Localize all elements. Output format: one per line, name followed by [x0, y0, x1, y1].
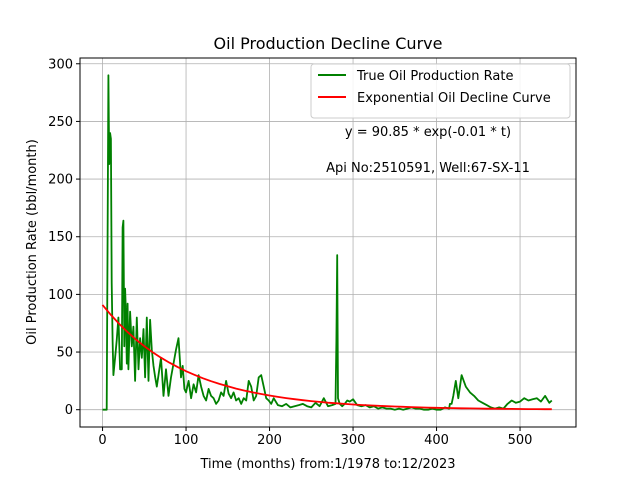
x-tick-label: 100	[174, 433, 199, 448]
equation-annotation: y = 90.85 * exp(-0.01 * t)	[345, 125, 511, 140]
y-axis-ticks: 0 50 100 150 200 250 300	[48, 57, 80, 418]
x-tick-label: 0	[98, 433, 106, 448]
legend-box	[310, 63, 571, 119]
plot-frame	[79, 57, 577, 428]
chart-title: Oil Production Decline Curve	[214, 34, 443, 53]
y-tick-label: 300	[48, 57, 73, 72]
x-axis-label: Time (months) from:1/1978 to:12/2023	[199, 457, 455, 472]
legend-label-decline-curve: Exponential Oil Decline Curve	[357, 91, 551, 106]
y-axis-label: Oil Production Rate (bbl/month)	[25, 139, 40, 345]
x-tick-label: 200	[257, 433, 282, 448]
x-tick-label: 300	[341, 433, 366, 448]
well-annotation: Api No:2510591, Well:67-SX-11	[326, 161, 530, 176]
y-tick-label: 150	[48, 230, 73, 245]
y-tick-label: 50	[56, 346, 73, 361]
y-tick-label: 0	[65, 403, 73, 418]
x-tick-label: 500	[508, 433, 533, 448]
series-layer	[101, 74, 553, 411]
y-tick-label: 100	[48, 288, 73, 303]
x-tick-label: 400	[424, 433, 449, 448]
true-production-rate-line	[102, 74, 553, 411]
legend: True Oil Production Rate Exponential Oil…	[310, 63, 571, 119]
x-axis-ticks: 0 100 200 300 400 500	[98, 427, 532, 448]
y-tick-label: 250	[48, 115, 73, 130]
y-tick-label: 200	[48, 173, 73, 188]
legend-label-true-rate: True Oil Production Rate	[356, 69, 513, 84]
grid	[80, 58, 576, 427]
exponential-decline-curve-line	[101, 304, 552, 411]
